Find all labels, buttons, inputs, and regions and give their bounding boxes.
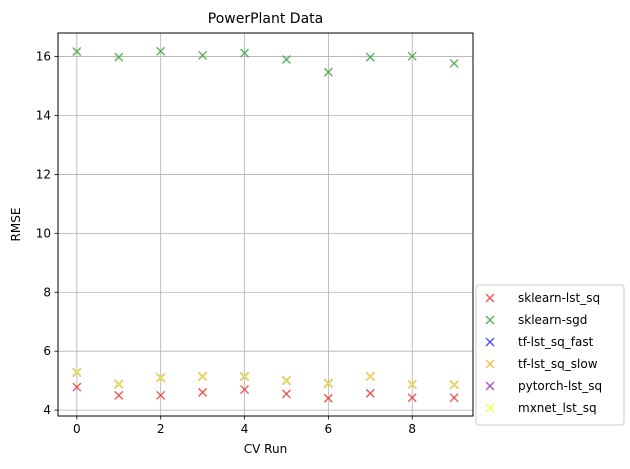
data-point-sklearn-lst-sq	[281, 389, 291, 399]
legend-marker	[485, 315, 495, 325]
data-point-sklearn-sgd	[72, 47, 82, 57]
data-point-sklearn-sgd	[449, 58, 459, 68]
data-point-mxnet-lst-sq	[407, 379, 417, 390]
legend-marker	[485, 293, 495, 303]
x-tick-label: 2	[157, 422, 165, 436]
data-point-sklearn-sgd	[365, 52, 375, 62]
data-point-sklearn-sgd	[156, 46, 166, 56]
legend-label: sklearn-lst_sq	[518, 291, 600, 305]
data-point-sklearn-sgd	[114, 52, 124, 62]
y-tick-label: 6	[43, 344, 51, 358]
axes-frame	[57, 32, 474, 417]
data-point-sklearn-sgd	[407, 51, 417, 61]
data-point-sklearn-sgd	[281, 54, 291, 65]
legend-marker	[485, 359, 495, 369]
data-point-sklearn-lst-sq	[240, 384, 250, 395]
chart-title: PowerPlant Data	[208, 11, 323, 27]
data-point-mxnet-lst-sq	[114, 379, 124, 389]
x-axis-label: CV Run	[244, 442, 287, 456]
data-point-sklearn-lst-sq	[156, 390, 166, 400]
points-layer	[72, 46, 459, 403]
data-point-mxnet-lst-sq	[449, 380, 459, 390]
y-tick-label: 10	[36, 226, 51, 240]
data-point-sklearn-lst-sq	[323, 393, 333, 403]
ticks-layer: 0 2 4 6 8 4 6 8 10 12 14 16	[36, 50, 416, 436]
legend: sklearn-lst_sq sklearn-sgd tf-lst_sq_fastt…	[475, 284, 625, 426]
legend-label: tf-lst_sq_slow	[518, 357, 598, 371]
data-point-mxnet-lst-sq	[281, 376, 291, 386]
data-point-mxnet-lst-sq	[72, 367, 82, 377]
data-point-mxnet-lst-sq	[198, 371, 208, 382]
data-point-sklearn-lst-sq	[72, 382, 82, 392]
grid-layer	[58, 33, 473, 416]
x-tick-label: 6	[325, 422, 333, 436]
y-tick-label: 12	[36, 167, 51, 181]
data-point-mxnet-lst-sq	[365, 371, 375, 382]
y-axis-label: RMSE	[9, 208, 23, 242]
x-tick-label: 8	[408, 422, 416, 436]
legend-label: sklearn-sgd	[518, 313, 587, 327]
data-point-sklearn-lst-sq	[365, 388, 375, 398]
y-tick-label: 16	[36, 50, 51, 64]
legend-marker	[485, 381, 495, 391]
data-point-sklearn-lst-sq	[114, 390, 124, 400]
data-point-mxnet-lst-sq	[323, 378, 333, 388]
data-point-sklearn-lst-sq	[407, 393, 417, 403]
legend-marker	[485, 337, 495, 347]
legend-marker	[485, 403, 495, 413]
legend-label: tf-lst_sq_fast	[518, 335, 594, 349]
data-point-sklearn-lst-sq	[198, 387, 208, 397]
legend-box	[475, 284, 625, 426]
x-tick-label: 4	[241, 422, 249, 436]
legend-label: pytorch-lst_sq	[518, 379, 602, 393]
x-tick-label: 0	[73, 422, 81, 436]
data-point-sklearn-sgd	[323, 67, 333, 77]
y-tick-label: 4	[43, 403, 51, 417]
data-point-sklearn-sgd	[198, 50, 208, 60]
y-tick-label: 14	[36, 108, 51, 122]
data-point-sklearn-lst-sq	[449, 393, 459, 403]
data-point-mxnet-lst-sq	[156, 373, 166, 383]
data-point-mxnet-lst-sq	[240, 371, 250, 382]
y-tick-label: 8	[43, 285, 51, 299]
data-point-sklearn-sgd	[240, 48, 250, 58]
legend-label: mxnet_lst_sq	[518, 401, 597, 415]
